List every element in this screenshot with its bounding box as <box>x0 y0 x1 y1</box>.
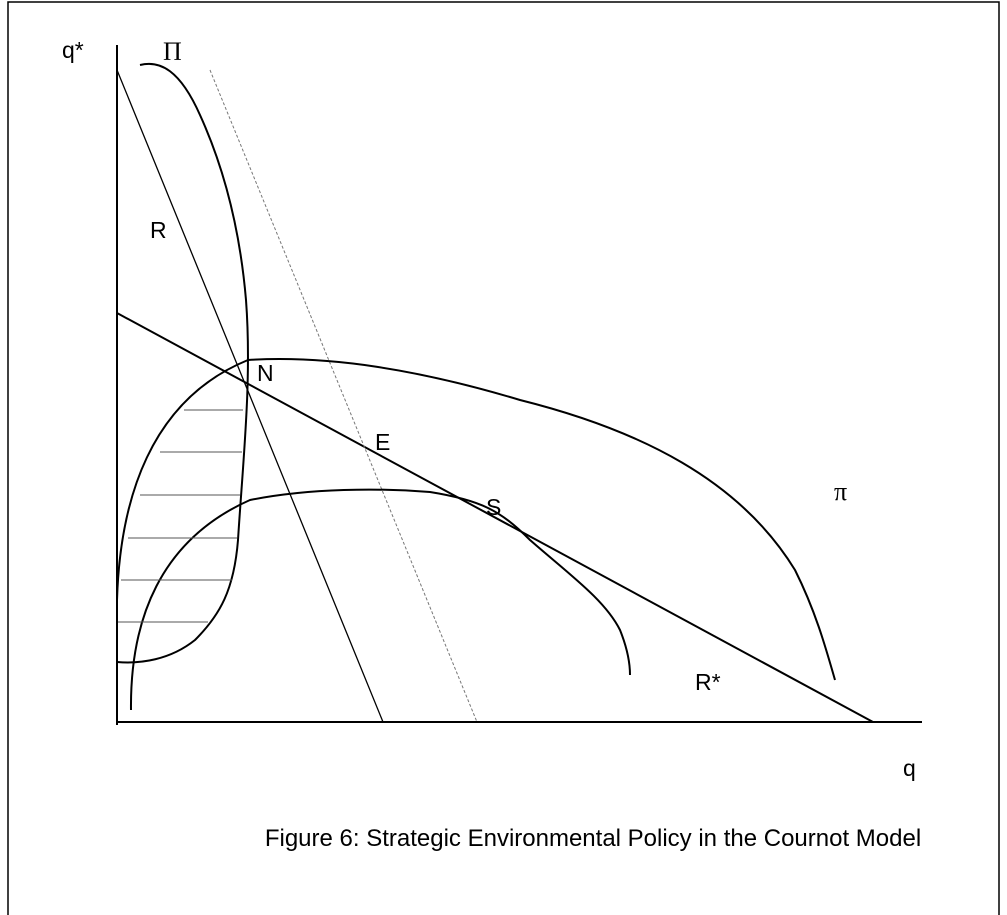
iso-profit-upper <box>116 358 836 681</box>
caption: Figure 6: Strategic Environmental Policy… <box>265 825 921 852</box>
x-axis-label: q <box>903 755 916 781</box>
line-label-r-star: R* <box>695 669 721 695</box>
reaction-line-r <box>116 69 384 723</box>
pi-curve-home <box>116 62 249 664</box>
point-label-s: S <box>486 494 501 520</box>
frame <box>7 1 1000 915</box>
curve-label-pi-upper: Π <box>163 37 182 66</box>
y-axis-label: q* <box>62 37 84 63</box>
reaction-line-r-star <box>116 312 874 723</box>
line-label-r: R <box>150 217 167 243</box>
curve-label-pi-lower: π <box>834 477 847 506</box>
point-label-e: E <box>375 429 390 455</box>
hatching <box>118 409 243 623</box>
point-label-n: N <box>257 360 274 386</box>
iso-profit-lower <box>129 488 631 711</box>
dotted-line <box>209 69 478 723</box>
